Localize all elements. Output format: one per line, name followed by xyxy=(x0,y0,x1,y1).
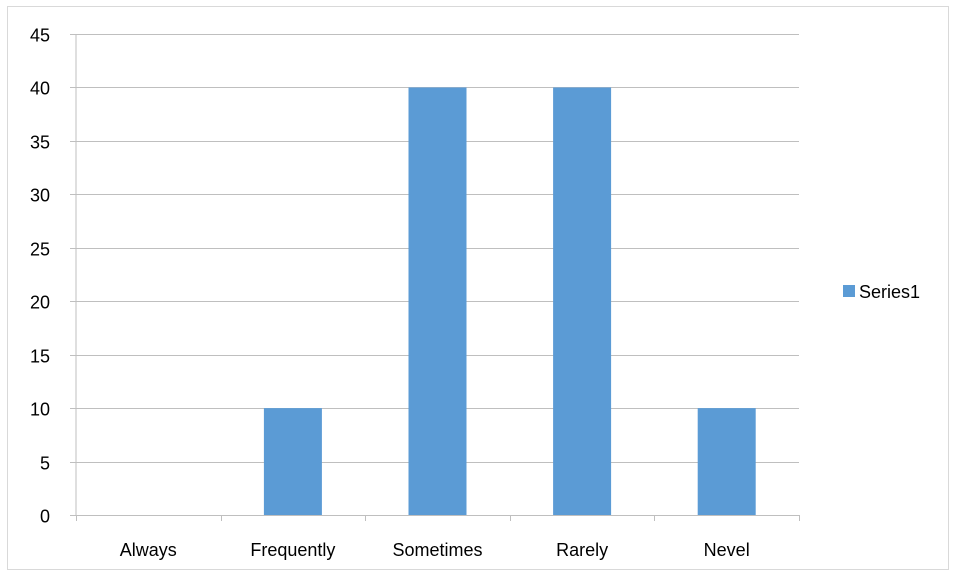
y-tick-label: 5 xyxy=(40,454,50,474)
y-tick-label: 30 xyxy=(30,186,50,206)
x-tick-label: Sometimes xyxy=(392,540,482,560)
y-tick-label: 0 xyxy=(40,507,50,527)
x-axis-ticks: Always Frequently Sometimes Rarely Nevel xyxy=(120,540,750,560)
y-tick-label: 35 xyxy=(30,133,50,153)
x-axis xyxy=(70,34,800,521)
y-tick-label: 40 xyxy=(30,79,50,99)
x-tick-label: Nevel xyxy=(704,540,750,560)
y-tick-label: 10 xyxy=(30,400,50,420)
y-tick-label: 25 xyxy=(30,240,50,260)
y-axis-ticks: 0 5 10 15 20 25 30 35 40 45 xyxy=(30,26,50,527)
y-tick-label: 15 xyxy=(30,347,50,367)
chart-frame xyxy=(7,6,949,570)
bar xyxy=(263,408,322,515)
bar xyxy=(553,87,612,515)
y-tick-label: 20 xyxy=(30,293,50,313)
legend-label: Series1 xyxy=(859,282,920,302)
bars xyxy=(263,87,756,515)
bar xyxy=(697,408,756,515)
y-tick-label: 45 xyxy=(30,26,50,46)
legend: Series1 xyxy=(843,282,920,302)
bar xyxy=(408,87,467,515)
x-tick-label: Rarely xyxy=(556,540,608,560)
x-tick-label: Frequently xyxy=(250,540,335,560)
x-tick-label: Always xyxy=(120,540,177,560)
legend-swatch xyxy=(843,285,855,297)
